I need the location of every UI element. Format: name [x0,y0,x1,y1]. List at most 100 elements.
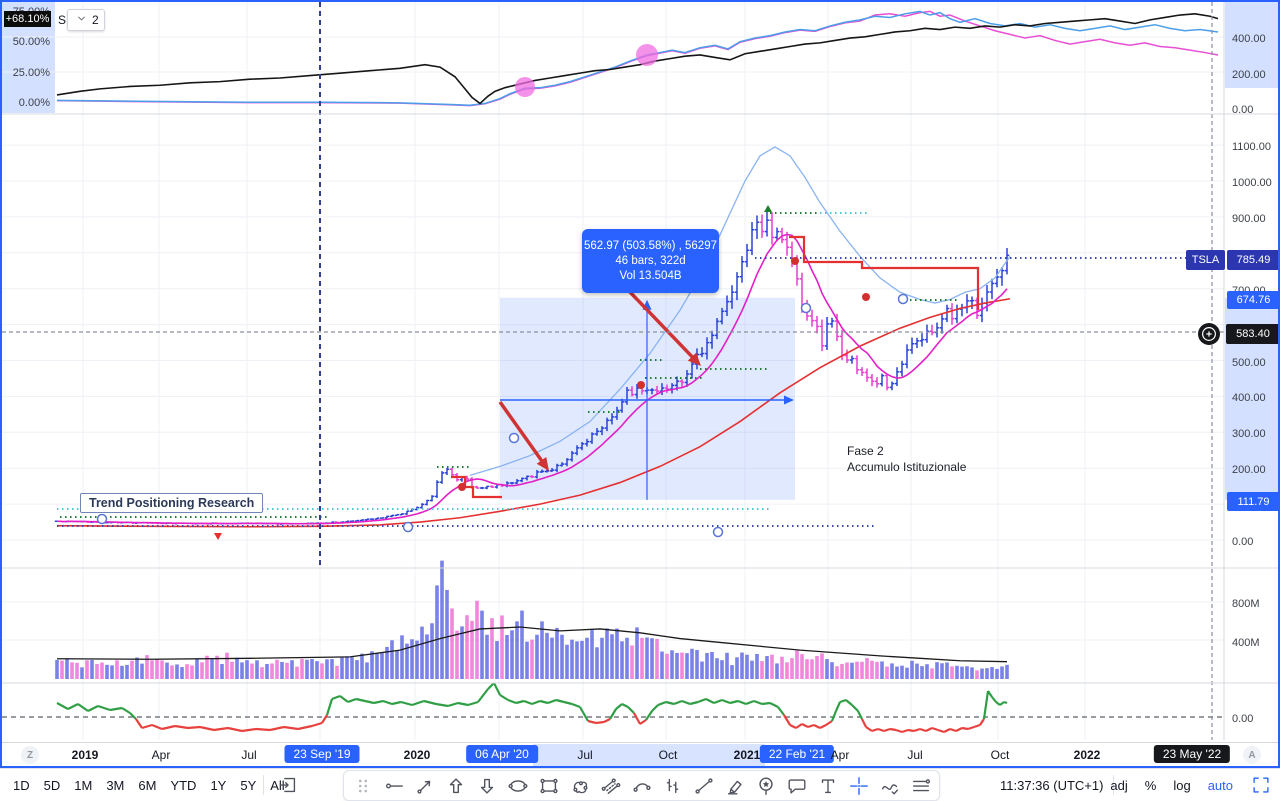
chart-window: 50.00% 25.00% 0.00% 400.00 200.00 0.00 1100.00… [0,0,1280,768]
time-axis-label: Oct [658,748,678,762]
range-button-1m[interactable]: 1M [74,777,93,793]
zoom-reset-button[interactable]: Z [21,746,39,764]
arrow-down-icon [480,778,493,794]
palette-tool-highlighter[interactable] [719,772,750,799]
palette-tool-curve[interactable] [626,772,657,799]
palette-tool-drag-handle[interactable] [347,772,378,799]
rectangle-icon [539,778,558,793]
bars-pattern-icon [666,778,678,793]
palette-tool-text[interactable] [812,772,843,799]
palette-tool-arrow-up[interactable] [440,772,471,799]
pct-axis-tick: 50.00% [12,36,50,49]
price-axis-tick: 400.00 [1232,392,1266,405]
last-price-badge: 785.49 [1227,250,1278,270]
time-axis-label: Jul [907,748,923,762]
palette-tool-horizontal-ray[interactable] [378,772,409,799]
time-axis[interactable]: 2019 Apr Jul 23 Sep '19 2020 06 Apr '20 Jul Oct… [2,742,1278,766]
pct-axis-tick: 0.00% [18,97,50,109]
text-icon [821,778,834,793]
palette-tool-arrow[interactable] [409,772,440,799]
comment-icon [788,778,805,794]
time-axis-label: 2019 [71,748,99,762]
palette-tool-rectangle[interactable] [533,772,564,799]
range-button-5d[interactable]: 5D [43,777,61,793]
drag-handle-icon [358,779,367,792]
toggle-adj[interactable]: adj [1110,777,1128,793]
horizontal-ray-icon [385,782,403,789]
bottom-toolbar: 1D 5D 1M 3M 6M YTD 1Y 5Y All 11:37:36 (UTC+1) ad… [0,768,1280,801]
measure-top-price-badge: 674.76 [1227,291,1278,309]
fullscreen-icon [1253,777,1269,793]
arrow-up-icon [449,777,462,793]
palette-tool-ellipse[interactable] [502,772,533,799]
palette-tool-smart-draw[interactable] [874,772,905,799]
trend-line-icon [694,777,713,794]
smart-draw-icon [881,783,898,794]
range-button-6m[interactable]: 6M [138,777,157,793]
price-chart-canvas[interactable] [0,0,1280,742]
time-axis-label: 2021 [733,748,761,762]
volume-axis-tick: 400M [1232,636,1260,649]
comparison-change-badge: +68.10% [4,11,51,27]
comparison-legend-chip[interactable]: 2 [67,9,105,31]
price-axis-tick: 0.00 [1232,536,1254,548]
trend-positioning-label[interactable]: Trend Positioning Research [80,493,264,513]
drawing-palette [343,770,940,801]
toggle-log[interactable]: log [1173,777,1191,793]
time-axis-label: 2022 [1073,748,1101,762]
measure-icon [912,778,930,791]
range-buttons: 1D 5D 1M 3M 6M YTD 1Y 5Y All [6,769,292,801]
time-axis-date-badge: 22 Feb '21 [759,745,835,763]
oscillator-axis-tick: 0.00 [1232,713,1254,725]
crosshair-target-icon[interactable] [1198,323,1220,345]
palette-tool-crosshair[interactable] [843,772,874,799]
time-axis-label: Jul [577,748,593,762]
time-axis-label: Jul [241,748,257,762]
toggle-auto[interactable]: auto [1207,777,1233,793]
palette-tool-polyline[interactable] [564,772,595,799]
ellipse-icon [508,779,527,792]
time-axis-label: Apr [151,748,171,762]
range-button-1d[interactable]: 1D [13,777,30,793]
measure-volume-text: Vol 13.504B [619,270,682,282]
chevron-down-icon [78,16,85,21]
arrow-icon [416,780,430,794]
measure-bottom-price-badge: 111.79 [1227,492,1278,511]
phase-annotation-line2: Accumulo Istituzionale [847,460,967,474]
range-button-5y[interactable]: 5Y [240,777,257,793]
crosshair-icon [849,776,868,795]
measure-date-range-highlight [533,744,765,766]
price-axis-tick: 500.00 [1232,356,1266,369]
palette-tool-parallel-channel[interactable] [595,772,626,799]
price-axis-tick: 200.00 [1232,464,1266,477]
phase-annotation[interactable]: Fase 2 Accumulo Istituzionale [847,443,966,475]
price-axis-tick: 300.00 [1232,428,1266,441]
palette-tool-arrow-down[interactable] [471,772,502,799]
toggle-percent[interactable]: % [1144,777,1157,793]
palette-tool-comment[interactable] [781,772,812,799]
clock-label[interactable]: 11:37:36 (UTC+1) [1000,777,1104,793]
price-axis-tick: 1100.00 [1232,141,1271,154]
range-button-3m[interactable]: 3M [106,777,125,793]
range-button-ytd[interactable]: YTD [170,777,197,793]
palette-tool-measure[interactable] [905,772,936,799]
toolbar-divider [263,775,264,795]
scroll-to-latest-button[interactable]: A [1243,746,1261,764]
fullscreen-button[interactable] [1250,774,1272,796]
time-axis-label: Apr [830,748,850,762]
pct-axis-tick: 25.00% [12,66,50,79]
time-axis-label: 2020 [403,748,431,762]
parallel-channel-icon [601,777,620,794]
price-axis-tick: 900.00 [1232,212,1266,225]
go-to-date-button[interactable] [274,772,302,798]
price-axis-tick: 1000.00 [1232,177,1272,189]
range-button-1y[interactable]: 1Y [210,777,227,793]
time-axis-date-badge: 23 May '22 [1153,745,1231,763]
palette-tool-trend-line[interactable] [688,772,719,799]
time-axis-date-badge: 23 Sep '19 [284,745,360,763]
palette-tool-pin[interactable] [750,772,781,799]
pin-icon [758,777,773,795]
range-button-all[interactable]: All [270,777,285,793]
palette-tool-bars-pattern[interactable] [657,772,688,799]
scale-toggles: adj% log auto [1110,769,1272,801]
